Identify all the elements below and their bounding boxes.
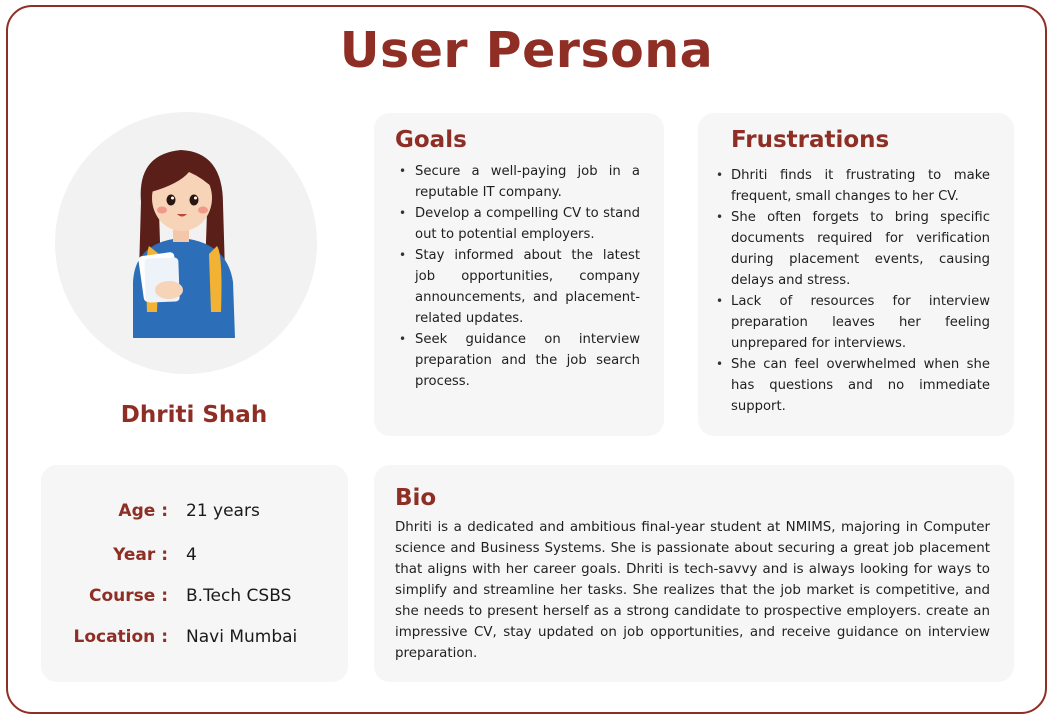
- list-item: Secure a well-paying job in a reputable …: [395, 161, 640, 203]
- detail-value: 4: [186, 545, 197, 565]
- student-illustration-icon: [133, 150, 235, 338]
- page-title: User Persona: [339, 22, 714, 79]
- list-item: Stay informed about the latest job oppor…: [395, 245, 640, 329]
- goals-list: Secure a well-paying job in a reputable …: [395, 161, 640, 392]
- frustrations-card: Frustrations Dhriti finds it frustrating…: [698, 113, 1014, 436]
- persona-name: Dhriti Shah: [120, 402, 268, 428]
- detail-label: Course :: [88, 586, 168, 606]
- list-item: She often forgets to bring specific docu…: [716, 207, 990, 291]
- detail-row-age: Age : 21 years: [41, 501, 348, 527]
- detail-row-course: Course : B.Tech CSBS: [41, 586, 348, 612]
- list-item: Lack of resources for interview preparat…: [716, 291, 990, 354]
- detail-label: Year :: [113, 545, 168, 565]
- detail-label: Age :: [118, 501, 168, 521]
- list-item: She can feel overwhelmed when she has qu…: [716, 354, 990, 417]
- goals-title: Goals: [395, 127, 467, 153]
- detail-value: Navi Mumbai: [186, 627, 298, 647]
- bio-text: Dhriti is a dedicated and ambitious fina…: [395, 519, 990, 661]
- frustrations-list: Dhriti finds it frustrating to make freq…: [716, 165, 990, 417]
- detail-value: 21 years: [186, 501, 260, 521]
- goals-card: Goals Secure a well-paying job in a repu…: [374, 113, 664, 436]
- detail-row-year: Year : 4: [41, 545, 348, 571]
- persona-details-card: Age : 21 years Year : 4 Course : B.Tech …: [41, 465, 348, 682]
- list-item: Develop a compelling CV to stand out to …: [395, 203, 640, 245]
- bio-card: Bio Dhriti is a dedicated and ambitious …: [374, 465, 1014, 682]
- detail-value: B.Tech CSBS: [186, 586, 292, 606]
- bio-title: Bio: [395, 485, 437, 511]
- frustrations-title: Frustrations: [731, 127, 890, 153]
- list-item: Dhriti finds it frustrating to make freq…: [716, 165, 990, 207]
- detail-label: Location :: [73, 627, 168, 647]
- detail-row-location: Location : Navi Mumbai: [41, 627, 348, 653]
- list-item: Seek guidance on interview preparation a…: [395, 329, 640, 392]
- avatar: [55, 112, 317, 374]
